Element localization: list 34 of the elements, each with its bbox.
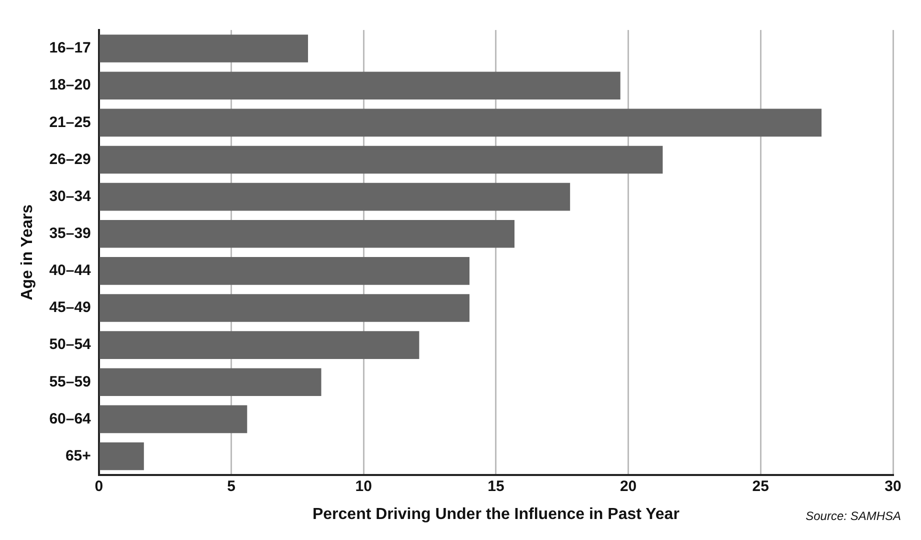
y-tick-label: 35–39 [49,225,91,242]
y-tick-label: 40–44 [49,262,92,280]
bar [100,220,514,248]
x-tick-label: 5 [227,478,236,495]
x-tick-label: 20 [620,478,637,495]
y-tick-label: 45–49 [49,299,91,316]
bar [100,442,144,470]
x-tick-label: 15 [488,478,504,495]
source-note: Source: SAMHSA [806,509,901,523]
bar [100,108,822,137]
bar [100,331,420,359]
y-tick-label: 50–54 [49,336,92,354]
x-tick-label: 0 [94,478,104,495]
x-tick-label: 25 [752,478,769,495]
bar [100,182,570,211]
bar [100,257,470,285]
y-axis-title: Age in Years [19,204,36,300]
y-tick-label: 55–59 [49,373,91,390]
y-tick-label: 60–64 [49,410,92,428]
x-tick-label: 30 [884,478,902,495]
bar [100,294,470,322]
x-tick-label: 10 [355,478,372,495]
bar [100,34,308,62]
bar [100,405,248,434]
bar [100,146,663,174]
x-axis-title: Percent Driving Under the Influence in Past Year [312,506,680,523]
y-tick-label: 21–25 [49,114,91,131]
y-tick-label: 30–34 [49,188,92,205]
y-tick-label: 26–29 [49,150,91,168]
y-tick-label: 18–20 [49,76,91,94]
bar [100,72,620,100]
y-tick-label: 16–17 [49,40,91,57]
bar [100,368,322,396]
y-tick-label: 65+ [65,447,92,464]
